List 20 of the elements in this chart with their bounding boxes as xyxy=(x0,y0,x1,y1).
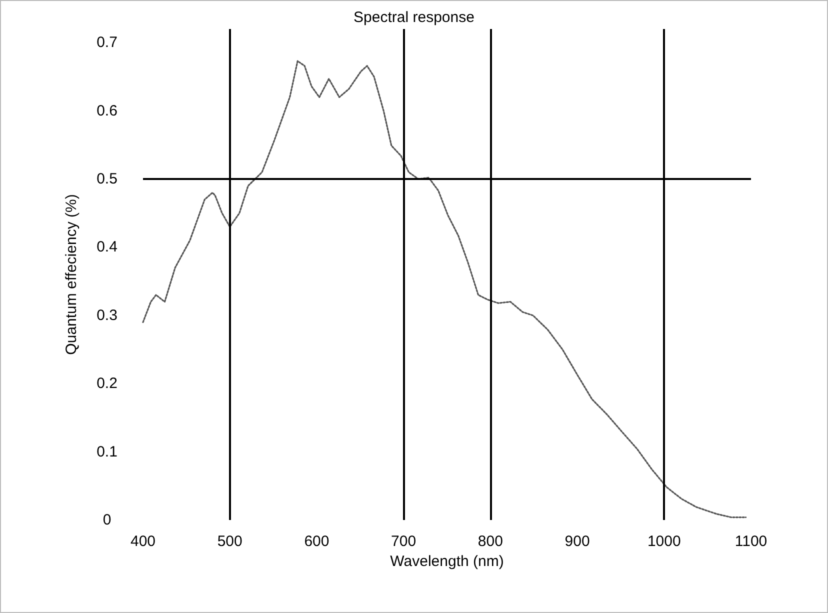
x-tick-label: 1100 xyxy=(734,533,768,550)
y-tick-label: 0.1 xyxy=(96,443,118,460)
y-tick-label: 0.5 xyxy=(96,170,118,188)
y-tick-label: 0.4 xyxy=(96,238,118,256)
y-tick-label: 0 xyxy=(102,512,112,528)
y-tick-label: 0.6 xyxy=(96,102,118,120)
x-tick-label: 1000 xyxy=(647,533,681,550)
x-axis-title: Wavelength (nm) xyxy=(390,553,504,570)
y-tick-label: 0.7 xyxy=(96,34,118,52)
line-series xyxy=(142,60,747,518)
x-tick-label: 900 xyxy=(564,533,590,550)
y-tick-label: 0.2 xyxy=(96,375,118,392)
x-tick-label: 800 xyxy=(478,533,503,550)
x-tick-label: 500 xyxy=(217,533,242,550)
y-axis-title: Quantum effeciency (%) xyxy=(63,194,80,355)
x-tick-label: 400 xyxy=(130,533,156,550)
x-tick-label: 700 xyxy=(391,533,416,550)
y-tick-label: 0.3 xyxy=(96,306,118,324)
x-tick-label: 600 xyxy=(304,533,330,550)
chart-title: Spectral response xyxy=(354,9,474,26)
